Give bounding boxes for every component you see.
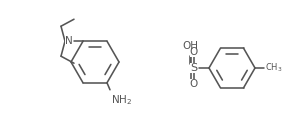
Text: CH$_3$: CH$_3$	[265, 62, 282, 74]
Text: O: O	[190, 79, 198, 89]
Text: N: N	[65, 36, 73, 46]
Text: O: O	[190, 47, 198, 57]
Text: OH: OH	[182, 41, 198, 51]
Text: S: S	[190, 63, 198, 73]
Text: NH$_2$: NH$_2$	[111, 93, 132, 107]
